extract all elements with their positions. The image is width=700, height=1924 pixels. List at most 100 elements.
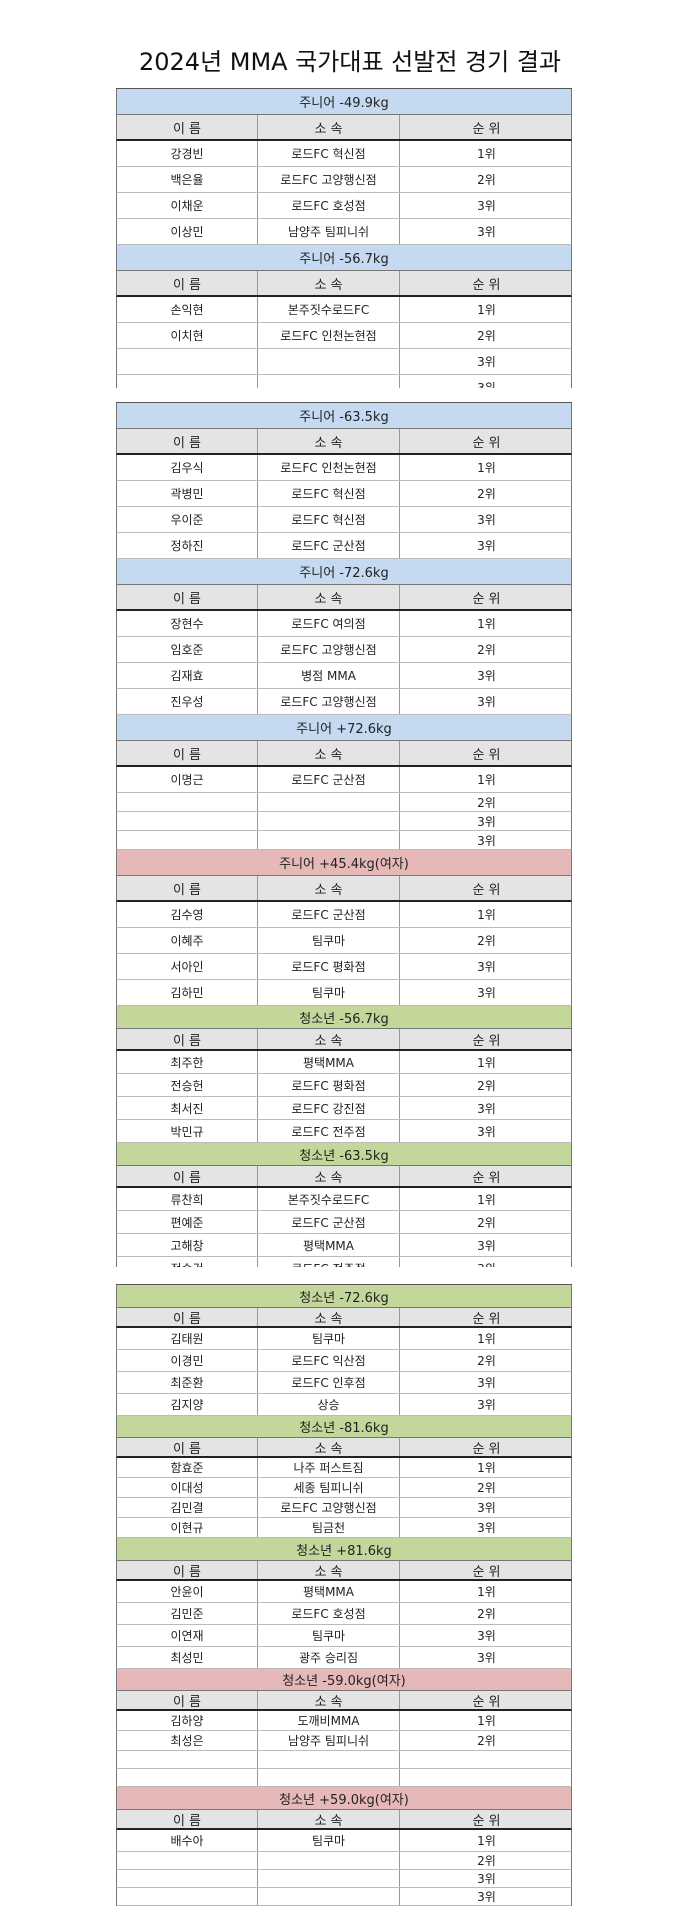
table-row: 배수아 팀쿠마 1위 [116, 1830, 572, 1852]
column-header: 이 름 [117, 1166, 258, 1186]
gym-cell: 로드FC 인천논현점 [258, 455, 400, 480]
rank-cell: 2위 [477, 795, 496, 810]
section-title: 청소년 -59.0kg(여자) [116, 1669, 572, 1691]
section-title: 주니어 -49.9kg [116, 89, 572, 115]
column-header: 순 위 [472, 1033, 501, 1049]
gym-cell [258, 1870, 400, 1887]
gym-cell: 로드FC 평화점 [258, 954, 400, 979]
column-header: 이 름 [117, 876, 258, 900]
column-header: 이 름 [117, 1029, 258, 1049]
gym-cell: 로드FC 군산점 [258, 533, 400, 558]
table-row: 김민결 로드FC 고양행신점 3위 [116, 1498, 572, 1518]
name-cell: 이경민 [117, 1350, 258, 1371]
gym-cell: 평택MMA [258, 1051, 400, 1073]
column-header: 소 속 [258, 271, 400, 295]
gym-cell: 본주짓수로드FC [258, 297, 400, 322]
gym-cell: 광주 승리짐 [258, 1647, 400, 1668]
column-header: 순 위 [472, 435, 501, 451]
gym-cell: 로드FC 군산점 [258, 767, 400, 792]
gym-cell [258, 793, 400, 811]
gym-cell: 도깨비MMA [258, 1711, 400, 1730]
name-cell: 김하양 [117, 1711, 258, 1730]
name-cell: 이채운 [117, 193, 258, 218]
gym-cell: 로드FC 전주점 [258, 1257, 400, 1267]
table-row: 김하민 팀쿠마 3위 [116, 980, 572, 1006]
gym-cell: 로드FC 고양행신점 [258, 167, 400, 192]
table-row [116, 1751, 572, 1769]
table-row: 김수영 로드FC 군산점 1위 [116, 902, 572, 928]
name-cell: 이대성 [117, 1478, 258, 1497]
column-header: 소 속 [258, 1691, 400, 1710]
table-row: 3위 [116, 375, 572, 388]
table-row: 백은율 로드FC 고양행신점 2위 [116, 167, 572, 193]
name-cell: 이연재 [117, 1625, 258, 1646]
table-row: 3위 [116, 1870, 572, 1888]
gym-cell [258, 831, 400, 849]
name-cell [117, 1769, 258, 1786]
name-cell: 김재효 [117, 663, 258, 688]
column-header: 이 름 [117, 429, 258, 453]
name-cell: 서아인 [117, 954, 258, 979]
table-row: 최주한 평택MMA 1위 [116, 1051, 572, 1074]
column-header: 순 위 [472, 591, 501, 607]
column-header: 순 위 [472, 747, 501, 763]
rank-cell: 3위 [477, 1890, 496, 1904]
table-row: 이연재 팀쿠마 3위 [116, 1625, 572, 1647]
rank-cell: 3위 [477, 1651, 496, 1665]
table-row: 3위 [116, 831, 572, 850]
table-row: 이채운 로드FC 호성점 3위 [116, 193, 572, 219]
rank-cell: 3위 [477, 1376, 496, 1390]
rank-cell: 2위 [477, 1607, 496, 1621]
section-title: 주니어 -72.6kg [116, 559, 572, 585]
column-header: 순 위 [472, 121, 501, 137]
gym-cell [258, 375, 400, 388]
name-cell: 편예준 [117, 1211, 258, 1233]
name-cell: 김지양 [117, 1394, 258, 1415]
gym-cell [258, 1751, 400, 1768]
gym-cell: 본주짓수로드FC [258, 1188, 400, 1210]
rank-cell: 1위 [477, 1192, 496, 1207]
gym-cell: 남양주 팀피니쉬 [258, 1731, 400, 1750]
table-row: 김우식 로드FC 인천논현점 1위 [116, 455, 572, 481]
gym-cell: 팀쿠마 [258, 980, 400, 1005]
rank-cell: 3위 [477, 960, 496, 974]
rank-cell: 1위 [477, 773, 496, 787]
name-cell: 최준환 [117, 1372, 258, 1393]
gym-cell: 로드FC 호성점 [258, 193, 400, 218]
name-cell: 고해창 [117, 1234, 258, 1256]
name-cell: 이명근 [117, 767, 258, 792]
column-header: 소 속 [258, 876, 400, 900]
name-cell: 강경빈 [117, 141, 258, 166]
rank-cell: 1위 [477, 1332, 496, 1346]
gym-cell: 평택MMA [258, 1581, 400, 1602]
rank-cell: 3위 [477, 1238, 496, 1253]
rank-cell: 3위 [477, 1398, 496, 1412]
table-row: 임호준 로드FC 고양행신점 2위 [116, 637, 572, 663]
column-header: 소 속 [258, 741, 400, 765]
column-header: 소 속 [258, 1810, 400, 1829]
gym-cell: 평택MMA [258, 1234, 400, 1256]
rank-cell: 3위 [477, 225, 496, 239]
column-header: 순 위 [472, 1564, 501, 1580]
name-cell: 김수영 [117, 902, 258, 927]
gym-cell: 팀쿠마 [258, 928, 400, 953]
rank-cell: 1위 [477, 1461, 496, 1475]
name-cell: 배수아 [117, 1830, 258, 1851]
gym-cell: 로드FC 혁신점 [258, 481, 400, 506]
name-cell: 박민규 [117, 1120, 258, 1142]
name-cell: 안윤이 [117, 1581, 258, 1602]
table-row: 최성은 남양주 팀피니쉬 2위 [116, 1731, 572, 1751]
rank-cell: 3위 [477, 381, 496, 388]
table-row: 곽병민 로드FC 혁신점 2위 [116, 481, 572, 507]
name-cell: 임호준 [117, 637, 258, 662]
rank-cell: 3위 [477, 833, 496, 848]
rank-cell: 3위 [477, 1521, 496, 1535]
gym-cell: 세종 팀피니쉬 [258, 1478, 400, 1497]
table-row: 이대성 세종 팀피니쉬 2위 [116, 1478, 572, 1498]
table-row: 이상민 남양주 팀피니쉬 3위 [116, 219, 572, 245]
